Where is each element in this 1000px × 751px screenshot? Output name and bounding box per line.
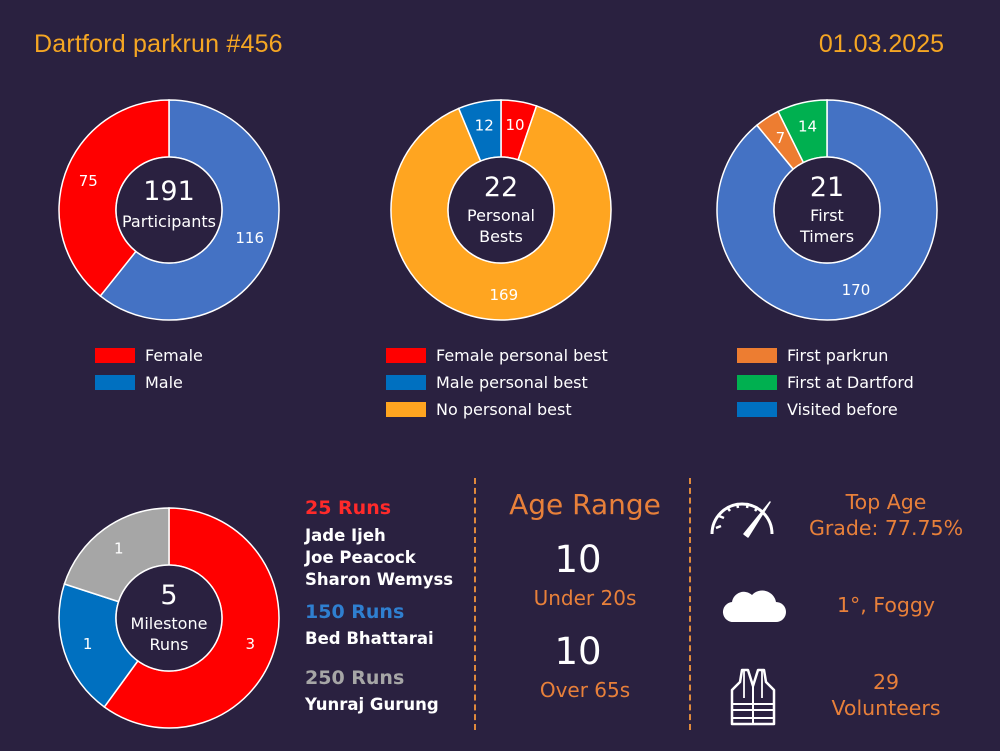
slice-label-female-personal-best: 10 (505, 116, 524, 134)
donut-hole (773, 156, 881, 264)
legend-label: Female personal best (436, 346, 608, 365)
center-value: 191 (143, 176, 195, 207)
legend-swatch (386, 375, 426, 390)
first-timers-legend: First parkrun First at Dartford Visited be… (737, 342, 914, 423)
milestone-150-names: Bed Bhattarai (305, 628, 434, 650)
donut-hole (447, 156, 555, 264)
milestone-name: Sharon Wemyss (305, 570, 454, 589)
participants-legend: Female Male (95, 342, 203, 396)
under-20s-label: Under 20s (533, 586, 637, 610)
milestone-250-names: Yunraj Gurung (305, 694, 439, 716)
over-65s-label: Over 65s (539, 678, 631, 702)
legend-label: Visited before (787, 400, 898, 419)
legend-swatch (737, 402, 777, 417)
milestone-name: Joe Peacock (305, 548, 416, 567)
milestone-25-heading: 25 Runs (305, 497, 392, 519)
center-value: 22 (484, 172, 518, 203)
slice-label-male: 116 (235, 229, 264, 247)
legend-label: No personal best (436, 400, 572, 419)
legend-swatch (386, 402, 426, 417)
page-title: Dartford parkrun #456 (34, 30, 283, 58)
legend-swatch (95, 375, 135, 390)
milestone-150-heading: 150 Runs (305, 601, 405, 623)
divider-right (689, 478, 691, 730)
center-label: Personal (467, 206, 535, 225)
milestone-name: Jade Ijeh (305, 526, 386, 545)
donut-hole (115, 564, 223, 672)
milestone-name: Bed Bhattarai (305, 629, 434, 648)
legend-label: Male personal best (436, 373, 588, 392)
personal-bests-donut: 10 169 12 22 Personal Bests (390, 99, 612, 321)
weather-text: 1°, Foggy (836, 593, 936, 617)
center-label: Bests (479, 227, 523, 246)
legend-swatch (737, 348, 777, 363)
center-value: 21 (810, 172, 844, 203)
legend-item-visited-before: Visited before (737, 396, 914, 423)
legend-swatch (737, 375, 777, 390)
divider-left (474, 478, 476, 730)
legend-item-first-at-dartford: First at Dartford (737, 369, 914, 396)
personal-bests-legend: Female personal best Male personal best No… (386, 342, 608, 423)
legend-item-no-personal-best: No personal best (386, 396, 608, 423)
legend-swatch (95, 348, 135, 363)
participants-donut: 116 75 191 Participants (58, 99, 280, 321)
volunteers-count: 29 Volunteers (831, 670, 941, 720)
age-range-title: Age Range (509, 488, 661, 521)
slice-label-first-at-dartford: 14 (798, 117, 817, 135)
under-20s-count: 10 (554, 538, 602, 581)
legend-swatch (386, 348, 426, 363)
top-age-grade: Top Age Grade: 77.75% (808, 490, 964, 540)
slice-label-25-runs: 3 (246, 635, 256, 653)
slice-label-first-parkrun: 7 (776, 129, 786, 147)
slice-label-150-runs: 1 (83, 635, 93, 653)
legend-label: Male (145, 373, 183, 392)
legend-label: First parkrun (787, 346, 889, 365)
legend-item-female: Female (95, 342, 203, 369)
legend-item-first-parkrun: First parkrun (737, 342, 914, 369)
slice-label-no-personal-best: 169 (489, 286, 518, 304)
center-label: First (810, 206, 844, 225)
milestone-25-names: Jade Ijeh Joe Peacock Sharon Wemyss (305, 525, 453, 591)
legend-item-female-personal-best: Female personal best (386, 342, 608, 369)
slice-label-female: 75 (79, 172, 98, 190)
center-label: Milestone (131, 614, 208, 633)
legend-label: First at Dartford (787, 373, 914, 392)
center-label: Timers (799, 227, 854, 246)
event-date: 01.03.2025 (818, 30, 944, 58)
cloud-icon (722, 590, 786, 623)
center-label: Runs (149, 635, 188, 654)
speedometer-icon (710, 501, 774, 538)
center-label: Participants (122, 212, 216, 231)
milestone-name: Yunraj Gurung (305, 695, 439, 714)
legend-item-male: Male (95, 369, 203, 396)
legend-label: Female (145, 346, 203, 365)
over-65s-count: 10 (554, 630, 602, 673)
slice-label-male-personal-best: 12 (475, 117, 494, 135)
legend-item-male-personal-best: Male personal best (386, 369, 608, 396)
slice-label-250-runs: 1 (114, 539, 124, 557)
milestone-250-heading: 250 Runs (305, 667, 405, 689)
donut-hole (115, 156, 223, 264)
milestone-runs-donut: 3 1 1 5 Milestone Runs (58, 507, 280, 729)
hi-vis-vest-icon (730, 668, 776, 726)
slice-label-visited-before: 170 (842, 281, 871, 299)
center-value: 5 (160, 580, 177, 611)
first-timers-donut: 170 7 14 21 First Timers (716, 99, 938, 321)
